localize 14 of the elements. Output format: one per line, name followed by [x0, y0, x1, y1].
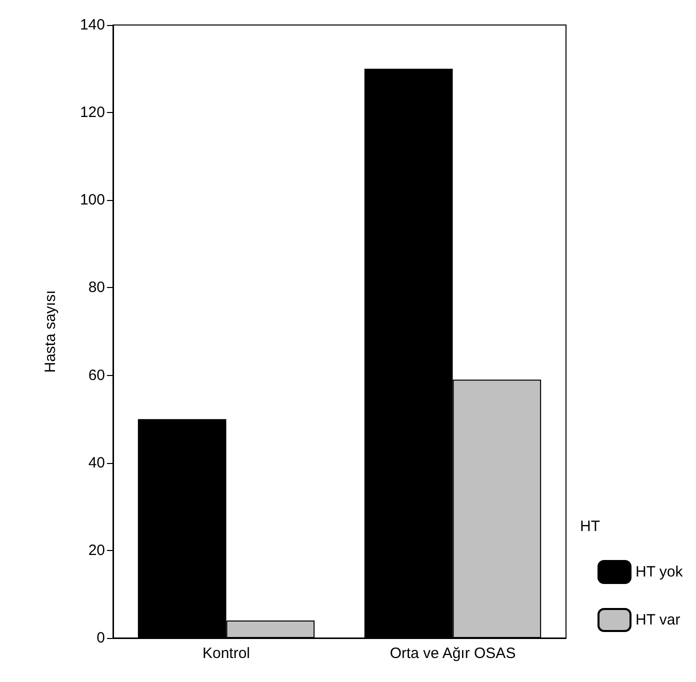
y-tick-label: 20 — [88, 542, 105, 559]
y-tick-label: 40 — [88, 454, 105, 472]
x-tick-label: Orta ve Ağır OSAS — [390, 645, 516, 662]
legend-label: HT var — [635, 612, 680, 628]
y-tick-label: 140 — [80, 16, 105, 34]
y-tick-label: 80 — [88, 279, 105, 296]
legend-label: HT yok — [635, 564, 684, 580]
y-tick-label: 0 — [96, 630, 105, 646]
y-tick-label: 60 — [88, 366, 105, 384]
y-tick-label: 120 — [80, 104, 105, 122]
y-axis-title: Hasta sayısı — [42, 290, 59, 373]
y-tick-label: 100 — [80, 192, 105, 209]
x-tick-label: Kontrol — [202, 645, 250, 662]
legend-title: HT — [580, 518, 600, 535]
